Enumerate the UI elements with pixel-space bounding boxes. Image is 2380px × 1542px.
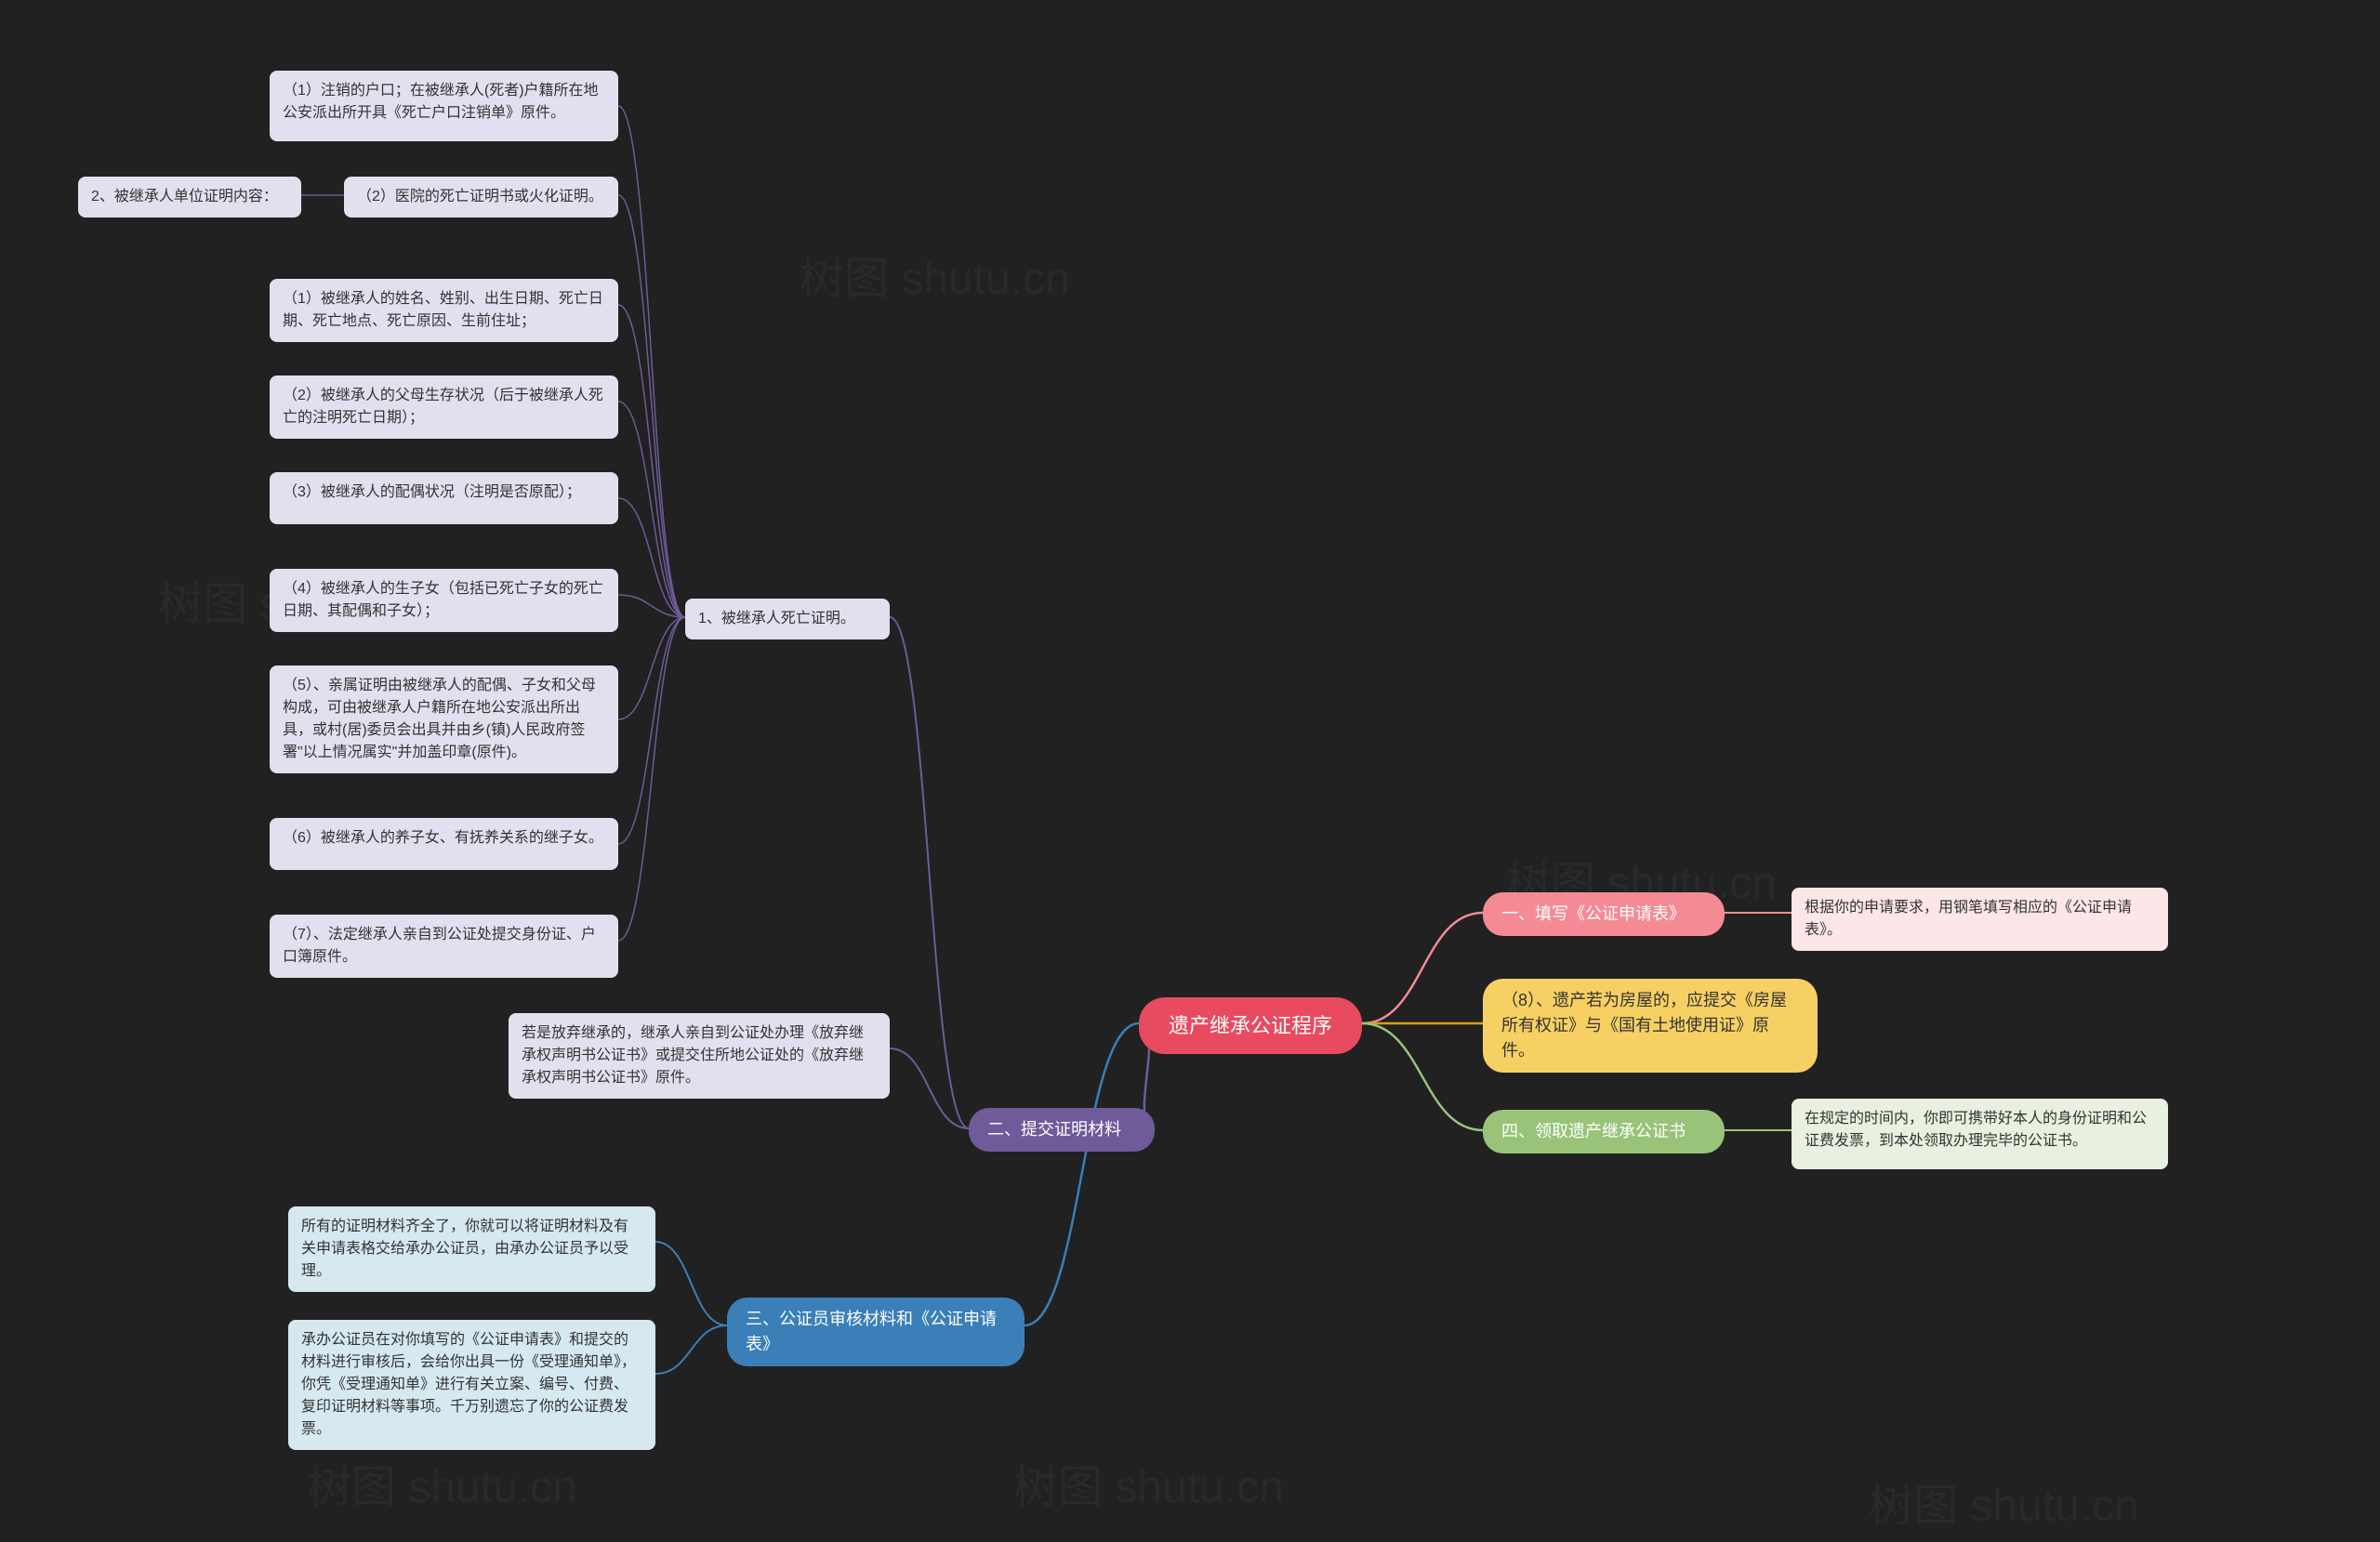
node-d9: （7）、法定继承人亲自到公证处提交身份证、户口簿原件。	[270, 915, 618, 978]
node-b2c2: 若是放弃继承的，继承人亲自到公证处办理《放弃继承权声明书公证书》或提交住所地公证…	[509, 1013, 890, 1099]
node-b1c1: 根据你的申请要求，用钢笔填写相应的《公证申请表》。	[1792, 888, 2168, 951]
node-d1: （1）注销的户口；在被继承人(死者)户籍所在地公安派出所开具《死亡户口注销单》原…	[270, 71, 618, 141]
node-d3: （1）被继承人的姓名、姓别、出生日期、死亡日期、死亡地点、死亡原因、生前住址；	[270, 279, 618, 342]
node-d7: （5）、亲属证明由被继承人的配偶、子女和父母构成，可由被继承人户籍所在地公安派出…	[270, 666, 618, 773]
node-d5: （3）被继承人的配偶状况（注明是否原配）；	[270, 472, 618, 524]
node-b2c1: 1、被继承人死亡证明。	[685, 599, 890, 639]
node-b3c1: 所有的证明材料齐全了，你就可以将证明材料及有关申请表格交给承办公证员，由承办公证…	[288, 1206, 655, 1292]
node-d6: （4）被继承人的生子女（包括已死亡子女的死亡日期、其配偶和子女）；	[270, 569, 618, 632]
node-root: 遗产继承公证程序	[1139, 997, 1362, 1054]
node-b1: 一、填写《公证申请表》	[1483, 892, 1725, 936]
mindmap-canvas: 树图 shutu.cn 树图 shutu.cn 树图 shutu.cn 树图 shut…	[0, 0, 2380, 1542]
node-b8: （8）、遗产若为房屋的，应提交《房屋所有权证》与《国有土地使用证》原件。	[1483, 979, 1818, 1073]
watermark: 树图 shutu.cn	[800, 242, 1070, 307]
node-d4: （2）被继承人的父母生存状况（后于被继承人死亡的注明死亡日期）；	[270, 376, 618, 439]
watermark: 树图 shutu.cn	[1869, 1469, 2139, 1534]
node-b4c1: 在规定的时间内，你即可携带好本人的身份证明和公证费发票，到本处领取办理完毕的公证…	[1792, 1099, 2168, 1169]
watermark: 树图 shutu.cn	[307, 1450, 577, 1515]
node-b3: 三、公证员审核材料和《公证申请表》	[727, 1298, 1025, 1366]
watermark: 树图 shutu.cn	[1013, 1450, 1284, 1515]
node-b3c2: 承办公证员在对你填写的《公证申请表》和提交的材料进行审核后，会给你出具一份《受理…	[288, 1320, 655, 1450]
node-b4: 四、领取遗产继承公证书	[1483, 1110, 1725, 1153]
node-unitproof: 2、被继承人单位证明内容：	[78, 177, 301, 217]
node-d8: （6）被继承人的养子女、有抚养关系的继子女。	[270, 818, 618, 870]
node-d2: （2）医院的死亡证明书或火化证明。	[344, 177, 618, 217]
node-b2: 二、提交证明材料	[969, 1108, 1155, 1152]
